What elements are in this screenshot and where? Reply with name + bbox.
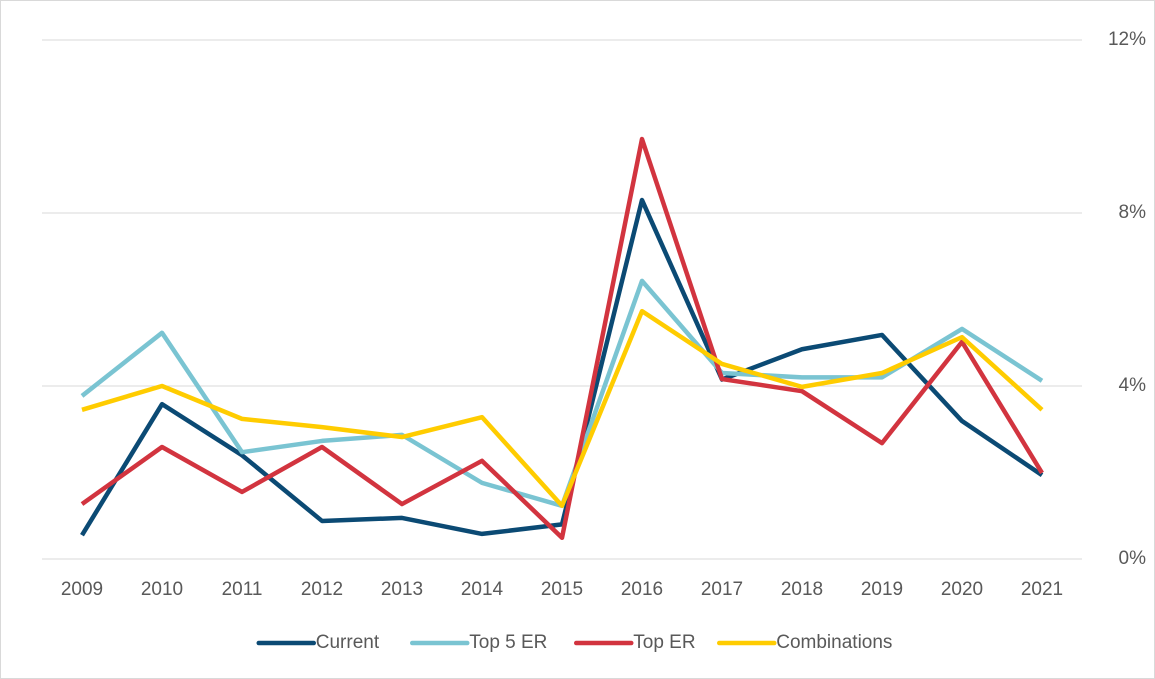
x-tick-label: 2017	[701, 579, 743, 600]
y-tick-label: 0%	[1119, 548, 1147, 569]
x-tick-label: 2018	[781, 579, 823, 600]
y-tick-label: 4%	[1119, 375, 1147, 396]
line-series	[80, 197, 1044, 537]
x-tick-label: 2009	[61, 579, 103, 600]
y-tick-label: 8%	[1119, 202, 1147, 223]
x-tick-label: 2019	[861, 579, 903, 600]
x-tick-label: 2010	[141, 579, 183, 600]
x-tick-label: 2014	[461, 579, 504, 600]
x-tick-label: 2020	[941, 579, 983, 600]
line-series	[81, 308, 1044, 509]
legend-label: Top 5 ER	[469, 632, 547, 653]
x-tick-label: 2011	[222, 579, 263, 600]
y-tick-label: 12%	[1108, 29, 1146, 50]
x-tick-label: 2013	[381, 579, 423, 600]
line-series	[80, 136, 1044, 541]
x-tick-label: 2015	[541, 579, 583, 600]
legend-label: Current	[316, 632, 380, 653]
legend-label: Combinations	[776, 632, 892, 653]
x-tick-label: 2021	[1021, 579, 1063, 600]
x-tick-label: 2016	[621, 579, 663, 600]
x-tick-label: 2012	[301, 579, 343, 600]
legend-label: Top ER	[633, 632, 695, 653]
